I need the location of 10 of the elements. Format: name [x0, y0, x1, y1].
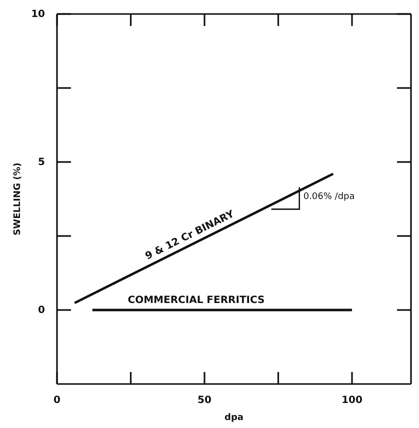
y-axis-title: SWELLING (%) [13, 162, 23, 236]
x-tick-label: 100 [342, 395, 362, 406]
y-tick-label: 5 [38, 157, 46, 168]
x-tick-label: 0 [54, 395, 61, 406]
series-label: COMMERCIAL FERRITICS [128, 295, 265, 306]
x-axis-title: dpa [224, 413, 244, 423]
y-tick-label: 0 [38, 305, 46, 316]
y-tick-label: 10 [31, 9, 46, 20]
x-tick-label: 50 [198, 395, 212, 406]
annotation: 0.06% /dpa [303, 192, 355, 202]
